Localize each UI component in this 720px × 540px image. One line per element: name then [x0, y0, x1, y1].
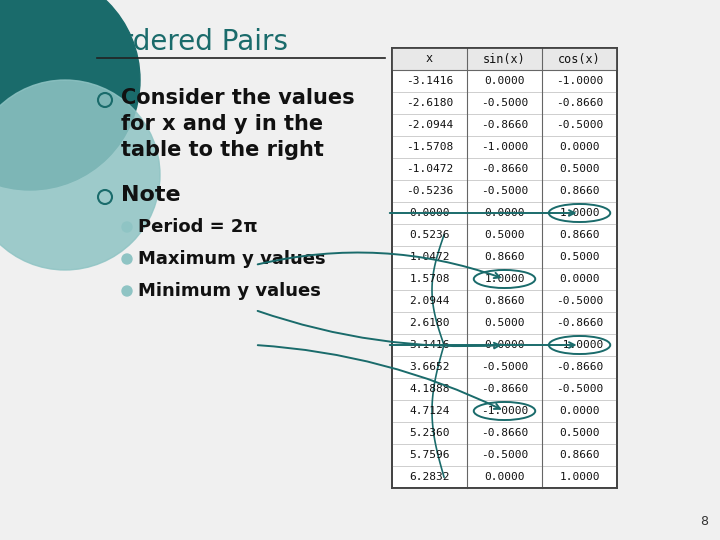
Text: 0.8660: 0.8660 [485, 252, 525, 262]
Text: -0.8660: -0.8660 [481, 164, 528, 174]
Text: -1.0000: -1.0000 [481, 142, 528, 152]
Text: 0.0000: 0.0000 [559, 406, 600, 416]
Text: 5.7596: 5.7596 [409, 450, 450, 460]
Text: Maximum y values: Maximum y values [138, 250, 325, 268]
Circle shape [122, 286, 132, 296]
Text: 6.2832: 6.2832 [409, 472, 450, 482]
Text: 2.6180: 2.6180 [409, 318, 450, 328]
Circle shape [0, 0, 140, 190]
Text: -1.5708: -1.5708 [406, 142, 453, 152]
Text: -0.8660: -0.8660 [481, 120, 528, 130]
Text: Note: Note [121, 185, 181, 205]
Text: -1.0000: -1.0000 [556, 76, 603, 86]
Text: -0.8660: -0.8660 [556, 98, 603, 108]
Text: 0.5236: 0.5236 [409, 230, 450, 240]
Text: 0.5000: 0.5000 [485, 230, 525, 240]
Text: -2.0944: -2.0944 [406, 120, 453, 130]
Text: 4.1888: 4.1888 [409, 384, 450, 394]
Text: -3.1416: -3.1416 [406, 76, 453, 86]
Circle shape [0, 80, 160, 270]
Text: -0.5236: -0.5236 [406, 186, 453, 196]
Text: Period = 2π: Period = 2π [138, 218, 258, 236]
Text: Minimum y values: Minimum y values [138, 282, 321, 300]
Text: -0.5000: -0.5000 [556, 120, 603, 130]
Text: 3.6652: 3.6652 [409, 362, 450, 372]
Text: 0.0000: 0.0000 [485, 340, 525, 350]
Text: 8: 8 [700, 515, 708, 528]
FancyBboxPatch shape [392, 48, 617, 488]
Text: 0.0000: 0.0000 [485, 76, 525, 86]
Text: Consider the values: Consider the values [121, 88, 355, 108]
Text: -0.5000: -0.5000 [481, 450, 528, 460]
Text: 0.5000: 0.5000 [559, 252, 600, 262]
Text: 0.0000: 0.0000 [409, 208, 450, 218]
Text: -0.8660: -0.8660 [556, 362, 603, 372]
Text: 0.0000: 0.0000 [559, 274, 600, 284]
Text: 0.5000: 0.5000 [559, 164, 600, 174]
Text: -1.0000: -1.0000 [481, 406, 528, 416]
Text: Ordered Pairs: Ordered Pairs [100, 28, 288, 56]
Text: -0.8660: -0.8660 [556, 318, 603, 328]
Text: 1.0000: 1.0000 [485, 274, 525, 284]
Text: -0.8660: -0.8660 [481, 384, 528, 394]
Text: 1.5708: 1.5708 [409, 274, 450, 284]
Text: 3.1416: 3.1416 [409, 340, 450, 350]
Text: 1.0000: 1.0000 [559, 208, 600, 218]
Text: 0.8660: 0.8660 [485, 296, 525, 306]
Text: 2.0944: 2.0944 [409, 296, 450, 306]
Text: 0.5000: 0.5000 [485, 318, 525, 328]
Text: 0.0000: 0.0000 [559, 142, 600, 152]
Text: 4.7124: 4.7124 [409, 406, 450, 416]
Text: 0.0000: 0.0000 [485, 208, 525, 218]
Text: 1.0472: 1.0472 [409, 252, 450, 262]
Text: 0.8660: 0.8660 [559, 186, 600, 196]
Text: -0.5000: -0.5000 [481, 98, 528, 108]
Text: -0.5000: -0.5000 [481, 186, 528, 196]
Circle shape [122, 254, 132, 264]
Text: x: x [426, 52, 433, 65]
Text: -2.6180: -2.6180 [406, 98, 453, 108]
Text: -0.8660: -0.8660 [481, 428, 528, 438]
Text: -0.5000: -0.5000 [556, 296, 603, 306]
Text: 0.5000: 0.5000 [559, 428, 600, 438]
Text: 0.8660: 0.8660 [559, 450, 600, 460]
Text: 0.0000: 0.0000 [485, 472, 525, 482]
FancyBboxPatch shape [392, 48, 617, 70]
Circle shape [122, 222, 132, 232]
Text: 5.2360: 5.2360 [409, 428, 450, 438]
Text: for x and y in the: for x and y in the [121, 114, 323, 134]
Text: cos(x): cos(x) [558, 52, 601, 65]
Text: sin(x): sin(x) [483, 52, 526, 65]
Text: -0.5000: -0.5000 [481, 362, 528, 372]
Text: -0.5000: -0.5000 [556, 384, 603, 394]
Text: -1.0000: -1.0000 [556, 340, 603, 350]
Text: 0.8660: 0.8660 [559, 230, 600, 240]
Text: 1.0000: 1.0000 [559, 472, 600, 482]
Text: -1.0472: -1.0472 [406, 164, 453, 174]
Text: table to the right: table to the right [121, 140, 324, 160]
